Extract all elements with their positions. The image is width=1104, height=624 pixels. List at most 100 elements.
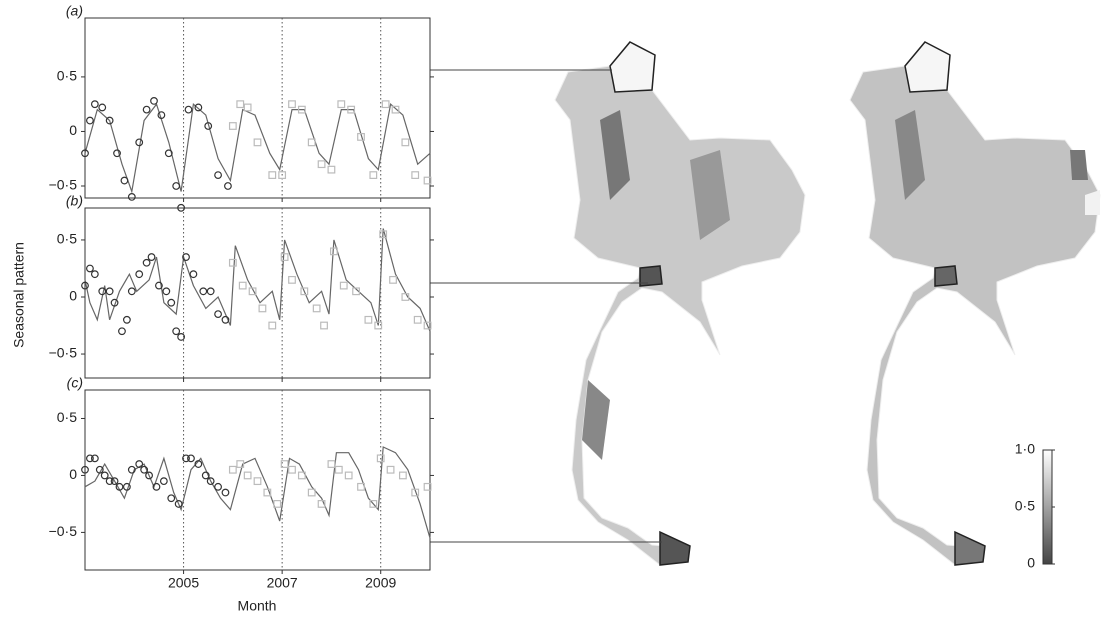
y-tick-label: −0·5: [49, 177, 78, 193]
data-point: [423, 176, 432, 185]
data-point: [228, 465, 237, 474]
data-point: [312, 304, 321, 313]
data-point: [150, 97, 158, 105]
data-point: [327, 165, 336, 174]
data-point: [288, 465, 296, 474]
data-point: [300, 287, 309, 296]
data-point: [236, 100, 245, 109]
data-point: [423, 482, 432, 491]
data-point: [297, 471, 306, 480]
data-point: [401, 293, 410, 301]
data-point: [327, 460, 336, 468]
data-point: [155, 281, 163, 290]
data-point: [86, 264, 94, 273]
data-point: [334, 465, 343, 474]
data-point: [243, 103, 252, 112]
data-point: [110, 477, 119, 486]
data-point: [344, 471, 353, 480]
data-point: [236, 460, 245, 468]
data-point: [206, 477, 215, 486]
plot-frame: [84, 17, 431, 199]
data-point: [224, 182, 232, 190]
colorbar-tick-label: 0·5: [1015, 498, 1035, 514]
data-point: [317, 500, 326, 508]
data-point: [206, 287, 215, 296]
data-point: [243, 471, 252, 480]
data-point: [347, 105, 356, 114]
data-point: [182, 454, 190, 463]
panel-label: (b): [66, 193, 83, 209]
data-point: [90, 100, 99, 109]
data-point: [98, 103, 107, 112]
data-point: [228, 122, 237, 130]
data-point: [268, 321, 277, 330]
data-point: [288, 100, 296, 109]
data-point: [145, 471, 153, 480]
data-point: [214, 482, 222, 491]
data-point: [115, 482, 124, 491]
data-point: [398, 471, 407, 480]
data-point: [172, 327, 181, 336]
data-point: [248, 287, 257, 296]
data-point: [374, 321, 383, 330]
model-line: [84, 102, 431, 194]
data-point: [135, 460, 144, 468]
colorbar-tick-label: 1·0: [1015, 441, 1035, 457]
data-point: [329, 247, 338, 256]
data-point: [320, 321, 328, 330]
data-point: [184, 105, 193, 114]
data-point: [159, 477, 168, 486]
y-tick-label: 0: [69, 122, 77, 138]
y-tick-label: 0: [69, 466, 77, 482]
data-point: [164, 149, 173, 158]
data-point: [105, 477, 114, 486]
y-tick-label: −0·5: [49, 345, 78, 361]
colorbar-tick-label: 0: [1027, 555, 1035, 571]
y-tick-label: 0: [69, 288, 77, 304]
data-point: [411, 488, 420, 497]
data-point: [204, 122, 213, 130]
data-point: [177, 333, 186, 341]
data-point: [364, 315, 373, 324]
data-point: [369, 500, 378, 508]
x-tick-label: 2007: [267, 575, 298, 591]
data-point: [113, 149, 121, 158]
data-point: [142, 105, 151, 114]
data-point: [280, 460, 289, 468]
data-point: [118, 327, 126, 336]
data-point: [172, 182, 181, 190]
y-tick-label: −0·5: [49, 523, 78, 539]
map-left: [554, 41, 806, 566]
data-point: [413, 315, 422, 324]
data-point: [389, 275, 397, 284]
data-point: [280, 253, 289, 261]
y-axis-label: Seasonal pattern: [11, 242, 27, 348]
data-point: [278, 171, 287, 179]
y-tick-label: 0·5: [57, 231, 77, 247]
plot-frame: [84, 389, 431, 571]
data-point: [194, 460, 203, 468]
model-line: [84, 228, 431, 332]
data-point: [391, 105, 400, 114]
data-point: [228, 258, 237, 267]
data-point: [263, 488, 272, 497]
data-point: [411, 171, 420, 179]
data-point: [357, 482, 365, 491]
connectors: [430, 69, 662, 543]
data-point: [105, 287, 114, 296]
data-point: [122, 315, 131, 324]
data-point: [288, 275, 296, 284]
data-point: [339, 281, 348, 290]
data-point: [81, 149, 89, 158]
data-point: [182, 253, 190, 261]
data-point: [352, 287, 360, 296]
data-point: [201, 471, 210, 480]
data-point: [273, 500, 282, 508]
y-tick-label: 0·5: [57, 68, 77, 84]
plot-frame: [84, 207, 431, 379]
x-axis-label: Month: [238, 598, 277, 614]
y-tick-label: 0·5: [57, 409, 77, 425]
data-point: [297, 105, 306, 114]
data-point: [258, 304, 267, 313]
